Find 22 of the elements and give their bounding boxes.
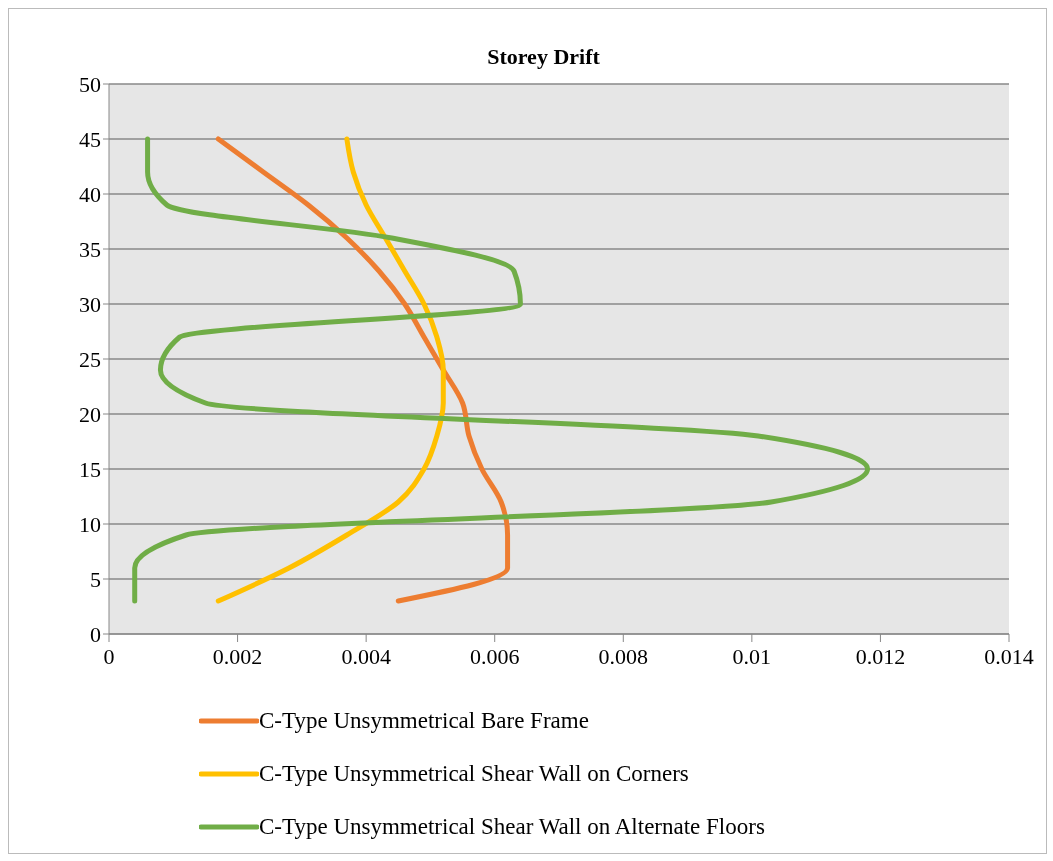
y-tick-label: 15 <box>79 456 101 482</box>
x-tick-label: 0.002 <box>212 643 263 669</box>
x-tick-label: 0.006 <box>469 643 520 669</box>
y-tick-label: 25 <box>79 346 101 372</box>
legend-label: C-Type Unsymmetrical Shear Wall on Alternate Floors <box>259 813 765 840</box>
y-tick-label: 45 <box>79 126 101 152</box>
x-tick-label: 0.01 <box>732 643 772 669</box>
y-tick-label: 30 <box>79 291 101 317</box>
x-tick-label: 0.004 <box>341 643 391 669</box>
y-tick-label: 10 <box>79 511 101 537</box>
y-tick-label: 0 <box>90 621 101 647</box>
x-tick-label: 0.012 <box>855 643 906 669</box>
y-tick-label: 5 <box>90 566 101 592</box>
legend-label: C-Type Unsymmetrical Bare Frame <box>259 707 589 734</box>
legend-label: C-Type Unsymmetrical Shear Wall on Corners <box>259 760 689 787</box>
x-tick-label: 0.014 <box>984 643 1034 669</box>
y-tick-label: 20 <box>79 401 101 427</box>
chart-title: Storey Drift <box>487 44 601 69</box>
y-tick-label: 35 <box>79 236 101 262</box>
y-tick-label: 50 <box>79 71 101 97</box>
y-tick-label: 40 <box>79 181 101 207</box>
x-tick-label: 0.008 <box>598 643 649 669</box>
